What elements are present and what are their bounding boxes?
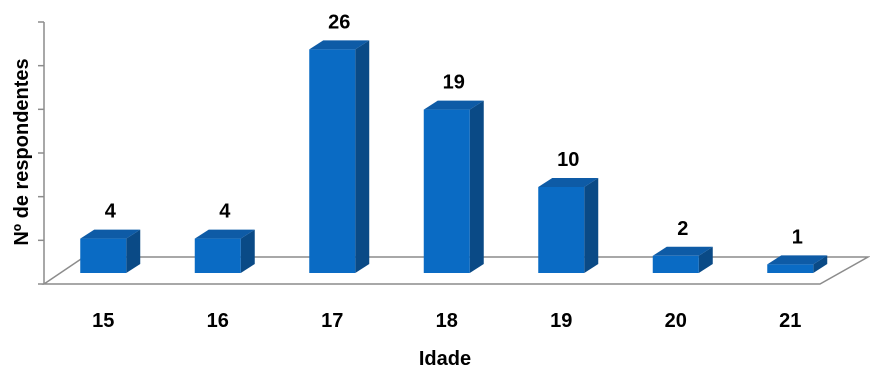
bar-top <box>309 40 370 50</box>
chart-x-tick-labels: 15 16 17 18 19 20 21 <box>92 310 801 332</box>
bar-front <box>423 109 470 273</box>
bar-side <box>698 246 713 273</box>
x-tick-label-19: 19 <box>550 310 572 332</box>
bar-top <box>652 246 713 256</box>
chart-bars <box>80 40 828 274</box>
x-axis-label: Idade <box>419 348 471 370</box>
data-label-20: 2 <box>677 218 688 240</box>
bar-side <box>240 229 255 273</box>
bar-front <box>194 238 241 273</box>
bar-side <box>355 40 370 274</box>
bar-21 <box>767 255 828 273</box>
bar-top <box>767 255 828 265</box>
bar-20 <box>652 246 713 273</box>
x-tick-label-21: 21 <box>779 310 801 332</box>
bar-top <box>194 229 255 239</box>
data-label-19: 10 <box>557 149 579 171</box>
x-tick-label-18: 18 <box>436 310 458 332</box>
data-label-21: 1 <box>792 226 803 248</box>
data-label-16: 4 <box>219 201 231 223</box>
bar-side <box>584 178 599 273</box>
bar-side <box>126 229 141 273</box>
bar-front <box>80 238 127 273</box>
bar-18 <box>423 100 484 273</box>
bar-front <box>309 49 356 274</box>
x-tick-label-17: 17 <box>321 310 343 332</box>
bar-top <box>538 178 599 187</box>
data-label-18: 19 <box>443 72 465 94</box>
bar-top <box>423 100 484 110</box>
x-tick-label-20: 20 <box>665 310 687 332</box>
data-label-15: 4 <box>105 201 117 223</box>
bar-top <box>80 229 141 239</box>
bar-front <box>767 264 814 273</box>
x-tick-label-15: 15 <box>92 310 114 332</box>
chart-data-labels: 4 4 26 19 10 2 1 <box>105 11 803 248</box>
bar-side <box>813 255 828 273</box>
x-tick-label-16: 16 <box>207 310 229 332</box>
bar-17 <box>309 40 370 274</box>
bar-15 <box>80 229 141 273</box>
bar-front <box>538 187 585 273</box>
data-label-17: 26 <box>328 11 350 33</box>
y-axis-label: Nº de respondentes <box>11 58 33 245</box>
bar-16 <box>194 229 255 273</box>
bar-front <box>652 255 699 273</box>
bar-side <box>469 100 484 273</box>
bar-19 <box>538 178 599 273</box>
